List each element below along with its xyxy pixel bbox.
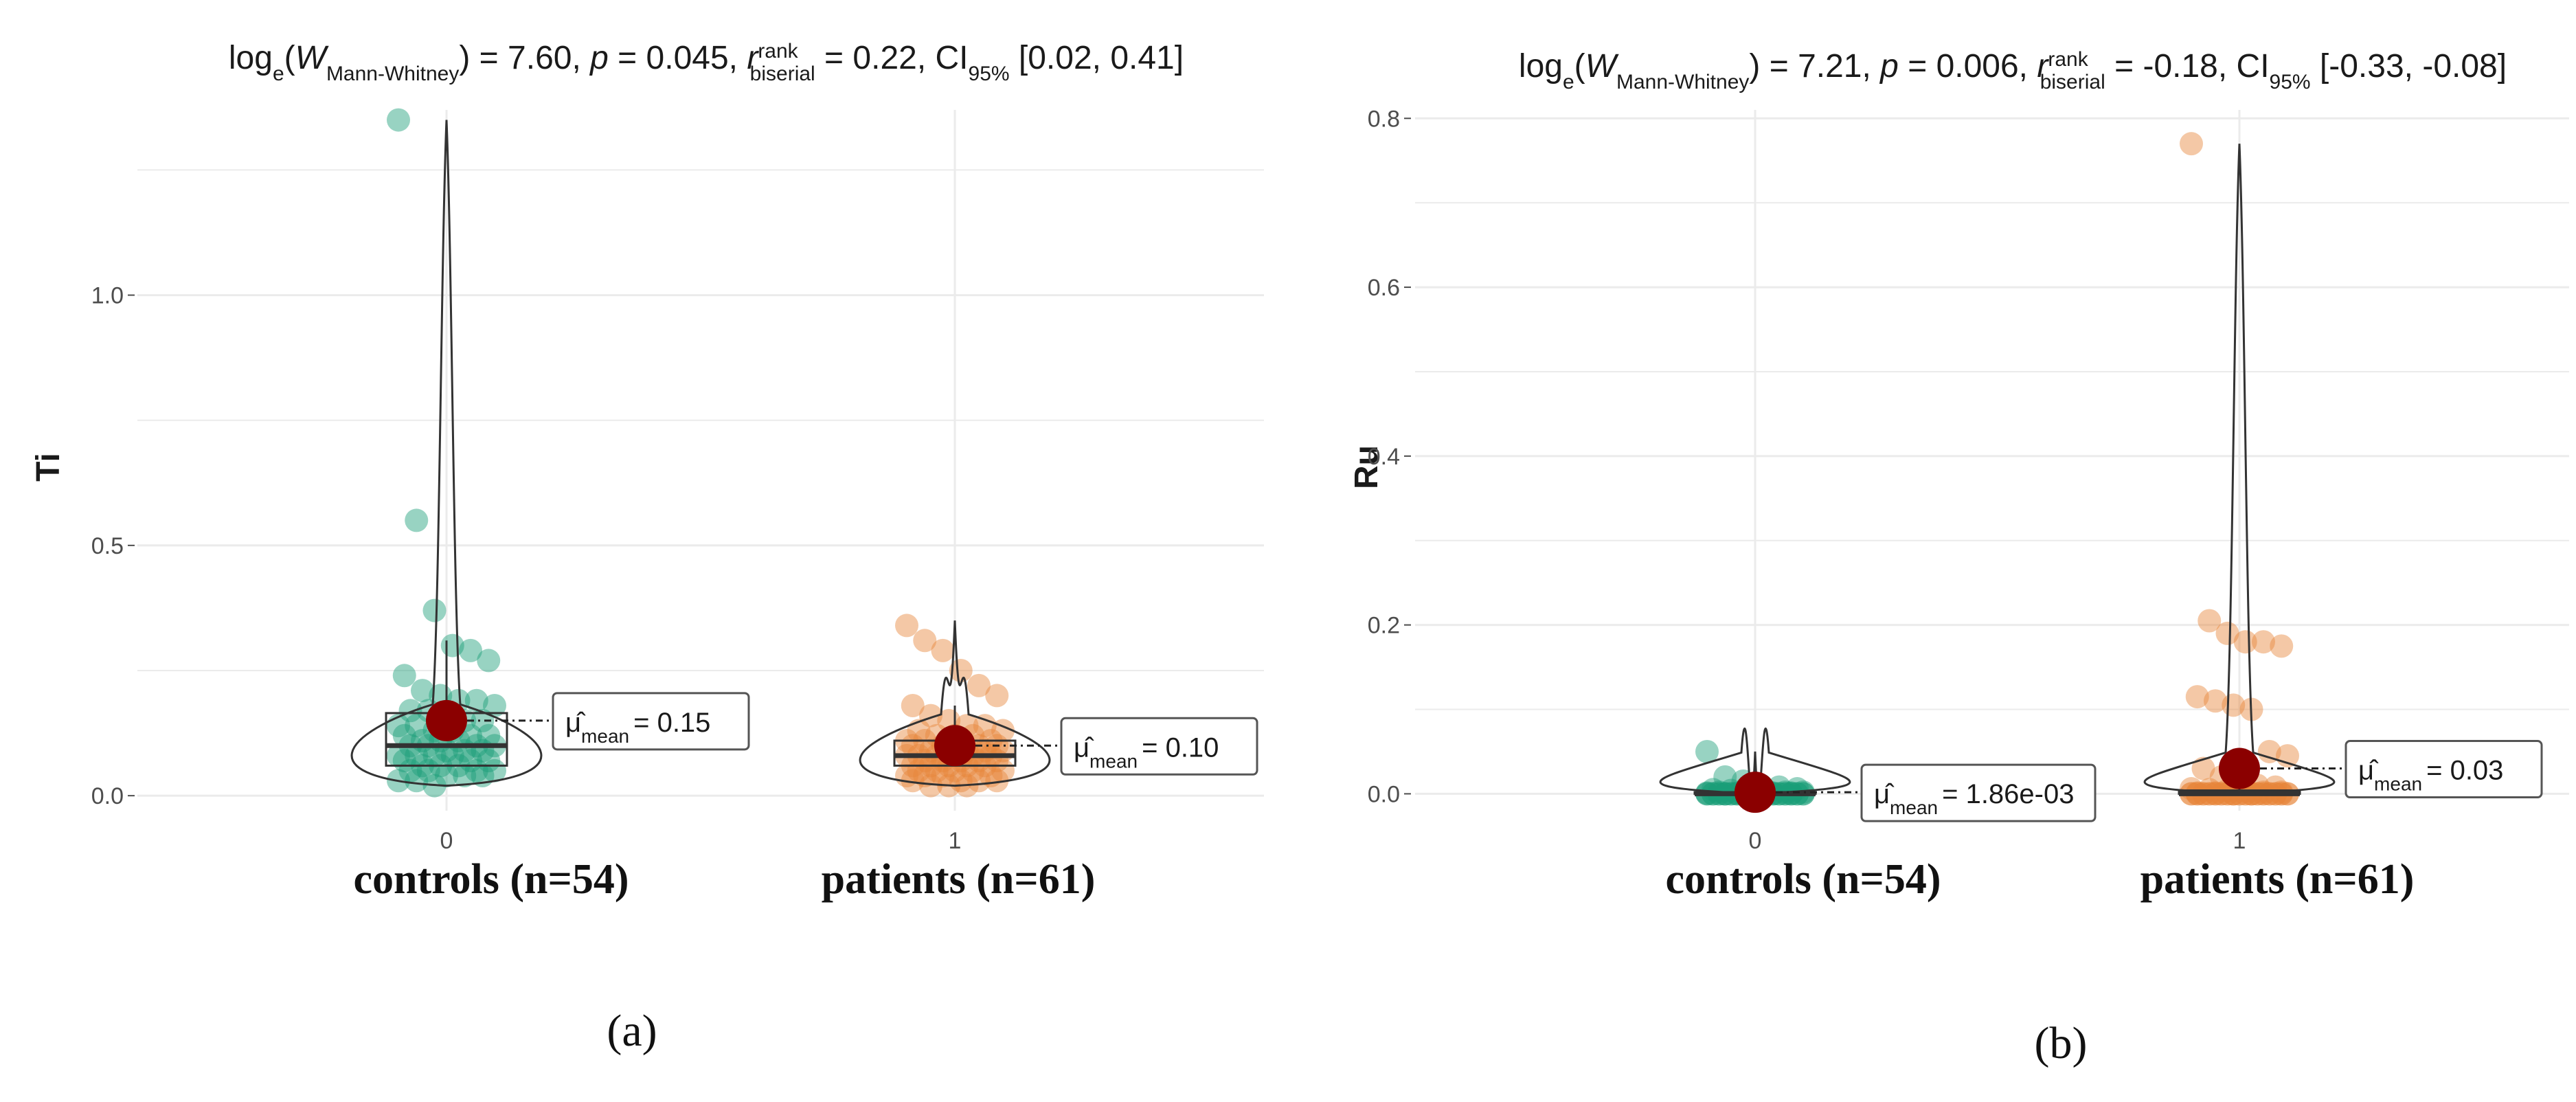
y-tick-label-a: 0.0: [91, 783, 124, 809]
data-point-controls-a: [464, 688, 488, 712]
data-point-controls-b: [1695, 739, 1719, 763]
data-point-patients-a: [985, 769, 1009, 793]
group-label-patients-a: patients (n=61): [822, 856, 1096, 903]
group-label-controls-b: controls (n=54): [1665, 856, 1941, 903]
x-tick-label-b: 1: [2233, 828, 2246, 854]
data-point-controls-a: [435, 764, 458, 787]
data-point-patients-a: [985, 684, 1009, 708]
mean-label-box-controls-b: [1860, 763, 2097, 822]
y-tick-label-a: 0.5: [91, 533, 124, 559]
x-tick-label-b: 0: [1749, 828, 1762, 854]
data-point-controls-a: [387, 743, 410, 767]
data-point-controls-a: [387, 108, 410, 132]
data-point-patients-a: [931, 638, 955, 662]
y-tick-label-a: 1.0: [91, 283, 124, 309]
data-point-patients-a: [901, 769, 925, 793]
data-point-patients-b: [2233, 630, 2257, 654]
panel-b: loge(WMann-Whitney) = 7.21, p = 0.006, r…: [1348, 48, 2569, 1068]
data-point-controls-b: [1713, 765, 1737, 789]
violin-controls-a: [350, 120, 543, 787]
data-point-controls-a: [405, 508, 429, 532]
mean-label-box-patients-a: [1060, 717, 1258, 776]
subtitle-a: loge(WMann-Whitney) = 7.60, p = 0.045, r…: [229, 40, 1184, 85]
data-point-controls-a: [440, 743, 464, 767]
group-label-patients-b: patients (n=61): [2140, 856, 2415, 903]
y-tick-label-b: 0.2: [1368, 613, 1400, 639]
data-point-patients-a: [967, 769, 991, 793]
data-point-controls-a: [483, 694, 506, 717]
data-point-patients-a: [931, 764, 955, 787]
data-point-controls-a: [459, 638, 482, 662]
mean-label-box-patients-b: [2345, 740, 2543, 799]
mean-point-controls-b: [1735, 772, 1776, 813]
panel-label-a: (a): [607, 1006, 657, 1056]
data-point-controls-a: [392, 723, 416, 747]
x-tick-label-a: 1: [949, 828, 962, 854]
data-point-patients-a: [895, 614, 918, 638]
data-point-controls-a: [422, 598, 447, 622]
mean-point-patients-b: [2219, 747, 2260, 789]
data-point-patients-b: [2191, 756, 2215, 780]
data-point-patients-a: [973, 714, 997, 738]
data-point-patients-a: [919, 774, 942, 798]
mean-label-box-controls-a: [552, 692, 750, 751]
data-point-controls-a: [405, 769, 429, 793]
data-point-controls-a: [405, 714, 429, 738]
y-tick-label-b: 0.0: [1368, 781, 1400, 807]
mean-point-patients-a: [934, 725, 975, 767]
data-point-patients-b: [2204, 689, 2227, 713]
data-point-controls-a: [477, 649, 501, 673]
data-point-patients-a: [919, 704, 942, 728]
data-point-patients-b: [2270, 634, 2294, 658]
x-tick-label-a: 0: [440, 828, 453, 854]
violin-patients-a: [859, 620, 1051, 787]
data-point-controls-a: [453, 764, 477, 787]
group-label-controls-a: controls (n=54): [353, 856, 629, 903]
data-point-patients-b: [2180, 132, 2203, 156]
y-tick-label-b: 0.8: [1368, 106, 1400, 132]
plot-area-a: 0.00.51.00 1μ̂mean = 0.15μ̂mean = 0.10: [91, 108, 1264, 854]
data-point-patients-b: [2197, 609, 2222, 633]
data-point-controls-a: [422, 743, 447, 767]
data-point-patients-b: [2215, 621, 2239, 645]
y-tick-label-b: 0.6: [1368, 275, 1400, 301]
data-point-patients-b: [2252, 630, 2275, 654]
data-point-patients-a: [913, 764, 937, 787]
data-point-controls-a: [477, 723, 501, 747]
mean-label-patients-b: μ̂mean = 0.03: [2358, 756, 2503, 795]
data-point-controls-a: [405, 743, 429, 767]
y-axis-label-b: Ru: [1348, 445, 1385, 489]
data-point-patients-b: [2185, 685, 2209, 709]
data-point-controls-a: [392, 664, 416, 688]
data-point-patients-a: [967, 673, 991, 697]
data-point-controls-a: [398, 699, 422, 723]
panel-a: loge(WMann-Whitney) = 7.60, p = 0.045, r…: [30, 40, 1264, 1056]
subtitle-b: loge(WMann-Whitney) = 7.21, p = 0.006, r…: [1519, 48, 2507, 93]
data-point-controls-a: [411, 679, 434, 703]
y-tick-label-b: 0.4: [1368, 444, 1400, 470]
panel-label-b: (b): [2035, 1018, 2088, 1068]
y-axis-label-a: Ti: [30, 453, 67, 482]
data-point-patients-a: [913, 629, 937, 653]
mean-point-controls-a: [426, 699, 467, 741]
mean-label-controls-b: μ̂mean = 1.86e-03: [1874, 779, 2074, 818]
data-point-patients-b: [2257, 739, 2281, 763]
data-point-patients-a: [949, 659, 973, 682]
data-point-patients-a: [901, 694, 925, 717]
mean-label-patients-a: μ̂mean = 0.10: [1074, 732, 1219, 772]
plot-area-b: 0.0 0.2 0.4 0.6 0.8 0 1 μ̂mean = 1.86e-03 μ̂mean =…: [1368, 106, 2569, 854]
